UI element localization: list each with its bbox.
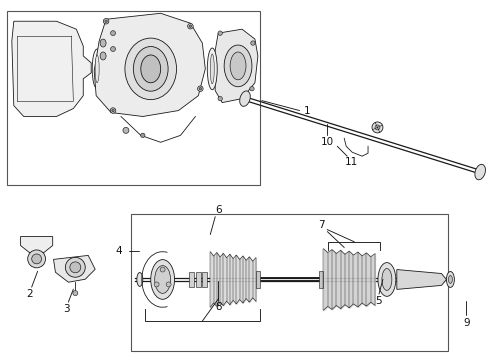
Polygon shape <box>94 13 205 117</box>
Text: 8: 8 <box>215 302 221 312</box>
Text: 11: 11 <box>344 157 358 167</box>
Circle shape <box>28 250 46 268</box>
Ellipse shape <box>100 52 106 60</box>
Polygon shape <box>12 21 91 117</box>
Ellipse shape <box>155 266 171 293</box>
Circle shape <box>218 96 222 101</box>
Ellipse shape <box>230 52 246 80</box>
Circle shape <box>112 109 114 112</box>
Circle shape <box>123 127 129 133</box>
Text: 1: 1 <box>304 105 311 116</box>
Text: 4: 4 <box>116 247 122 256</box>
Text: 2: 2 <box>26 289 33 299</box>
Circle shape <box>70 262 81 273</box>
Bar <box>196 271 201 287</box>
Polygon shape <box>21 237 53 253</box>
Ellipse shape <box>141 55 161 83</box>
Circle shape <box>251 41 255 45</box>
Polygon shape <box>214 29 258 103</box>
Bar <box>202 271 207 287</box>
Ellipse shape <box>151 260 174 299</box>
Text: 7: 7 <box>318 220 325 230</box>
Circle shape <box>111 46 116 51</box>
Ellipse shape <box>210 54 214 84</box>
Circle shape <box>110 108 116 113</box>
Ellipse shape <box>382 269 392 291</box>
Circle shape <box>154 282 159 287</box>
Text: 6: 6 <box>215 205 221 215</box>
Circle shape <box>65 257 85 277</box>
Circle shape <box>188 23 193 29</box>
Circle shape <box>166 282 171 287</box>
Bar <box>319 270 323 288</box>
Text: 9: 9 <box>463 318 469 328</box>
Ellipse shape <box>448 275 452 283</box>
Circle shape <box>73 291 78 296</box>
Ellipse shape <box>100 39 106 47</box>
Text: 5: 5 <box>376 296 382 306</box>
Circle shape <box>218 31 222 35</box>
Polygon shape <box>397 270 446 289</box>
Circle shape <box>160 267 165 272</box>
Circle shape <box>105 20 107 22</box>
Circle shape <box>375 125 380 130</box>
Ellipse shape <box>240 91 250 106</box>
Ellipse shape <box>95 55 99 83</box>
Bar <box>256 270 260 288</box>
Circle shape <box>111 31 116 36</box>
Circle shape <box>141 133 145 138</box>
Circle shape <box>250 86 254 91</box>
Bar <box>7 11 260 185</box>
Ellipse shape <box>224 45 252 87</box>
Ellipse shape <box>125 38 176 100</box>
Bar <box>131 214 448 351</box>
Circle shape <box>197 86 203 91</box>
Circle shape <box>199 87 201 90</box>
Ellipse shape <box>475 165 486 180</box>
Ellipse shape <box>133 46 168 91</box>
Bar <box>190 271 195 287</box>
Circle shape <box>103 18 109 24</box>
Ellipse shape <box>446 271 454 287</box>
Text: 3: 3 <box>63 304 70 314</box>
Text: 10: 10 <box>321 137 334 147</box>
Ellipse shape <box>92 49 102 89</box>
Ellipse shape <box>378 262 396 296</box>
Ellipse shape <box>137 273 143 287</box>
Polygon shape <box>53 255 95 282</box>
Circle shape <box>372 122 383 133</box>
Circle shape <box>32 254 42 264</box>
Ellipse shape <box>207 48 217 90</box>
Circle shape <box>189 25 192 27</box>
